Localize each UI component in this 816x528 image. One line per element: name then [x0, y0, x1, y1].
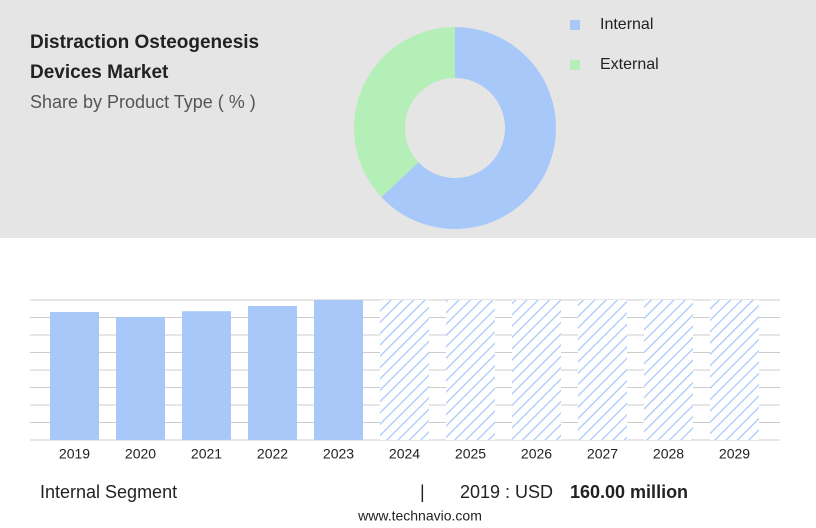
x-tick-label: 2024	[389, 446, 420, 462]
legend-label: Internal	[600, 16, 653, 33]
donut-chart: Internal External	[354, 16, 659, 229]
x-tick-label: 2027	[587, 446, 618, 462]
footer-value: 160.00 million	[570, 482, 688, 502]
footer-year: 2019 : USD	[460, 482, 553, 502]
legend-swatch	[570, 20, 580, 30]
x-tick-label: 2020	[125, 446, 156, 462]
x-tick-label: 2021	[191, 446, 222, 462]
title: Devices Market	[30, 62, 169, 83]
legend-swatch	[570, 60, 580, 70]
donut-slice	[354, 27, 455, 198]
x-tick-label: 2019	[59, 446, 90, 462]
x-tick-label: 2026	[521, 446, 552, 462]
legend-label: External	[600, 56, 659, 73]
x-tick-label: 2025	[455, 446, 486, 462]
footer-separator: |	[420, 482, 425, 502]
subtitle: Share by Product Type ( % )	[30, 92, 256, 112]
bar	[248, 306, 297, 440]
donut-slice	[381, 27, 556, 229]
x-tick-label: 2029	[719, 446, 750, 462]
title: Distraction Osteogenesis	[30, 32, 259, 53]
bar-chart: 2019 2020 2021 2022 2023 2024 2025 2026 2027 2028…	[30, 299, 780, 462]
forecast-bar	[446, 300, 495, 440]
x-tick-label: 2028	[653, 446, 684, 462]
bar	[314, 300, 363, 440]
bar	[50, 312, 99, 440]
forecast-bar	[644, 300, 693, 440]
forecast-bar	[512, 300, 561, 440]
x-tick-label: 2023	[323, 446, 354, 462]
forecast-bar	[578, 300, 627, 440]
bar	[182, 311, 231, 440]
footer-segment: Internal Segment	[40, 482, 177, 502]
x-tick-label: 2022	[257, 446, 288, 462]
bar	[116, 317, 165, 440]
forecast-bar	[710, 300, 759, 440]
source: www.technavio.com	[357, 508, 482, 524]
forecast-bar	[380, 300, 429, 440]
